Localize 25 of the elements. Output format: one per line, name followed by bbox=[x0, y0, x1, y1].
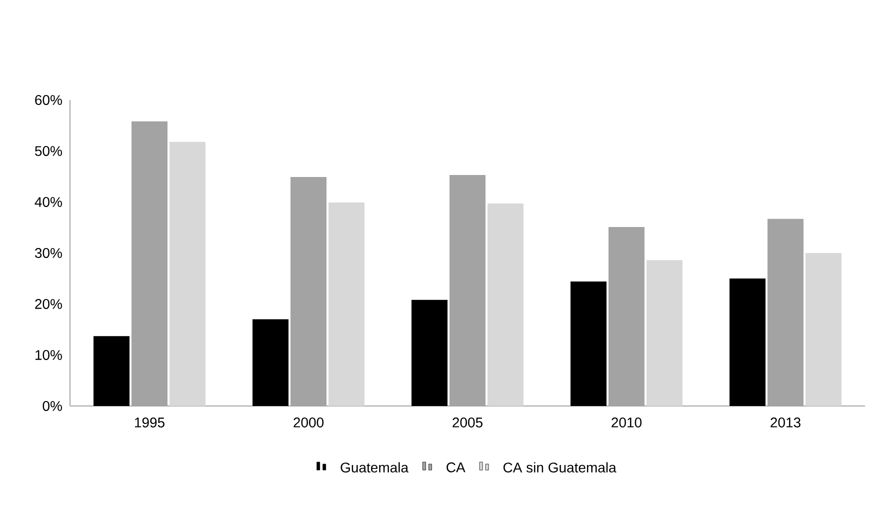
y-tick-label: 60% bbox=[35, 95, 62, 105]
x-tick-label: 1995 bbox=[134, 418, 164, 428]
x-tick-label: 2010 bbox=[612, 418, 642, 428]
bar bbox=[94, 336, 130, 406]
bar bbox=[570, 282, 607, 406]
bar bbox=[646, 260, 683, 406]
x-tick-label: 2000 bbox=[294, 418, 324, 428]
bar bbox=[412, 300, 448, 406]
x-tick-label: 2005 bbox=[452, 418, 482, 428]
y-tick-label: 0% bbox=[42, 401, 62, 411]
bar bbox=[328, 202, 365, 406]
bar bbox=[806, 253, 842, 406]
y-tick-label: 10% bbox=[36, 350, 62, 360]
legend-label: CA sin Guatemala bbox=[503, 462, 616, 473]
bar bbox=[252, 319, 289, 406]
bar bbox=[730, 278, 766, 406]
y-tick-label: 20% bbox=[35, 299, 62, 309]
y-tick-label: 30% bbox=[34, 248, 62, 258]
y-tick-label: 40% bbox=[34, 197, 62, 207]
legend-label: Guatemala bbox=[340, 462, 409, 473]
x-tick-label: 2013 bbox=[770, 418, 800, 428]
bar bbox=[488, 204, 524, 406]
bar bbox=[170, 142, 206, 406]
y-tick-label: 50% bbox=[35, 146, 62, 156]
legend-label: CA bbox=[446, 462, 466, 472]
